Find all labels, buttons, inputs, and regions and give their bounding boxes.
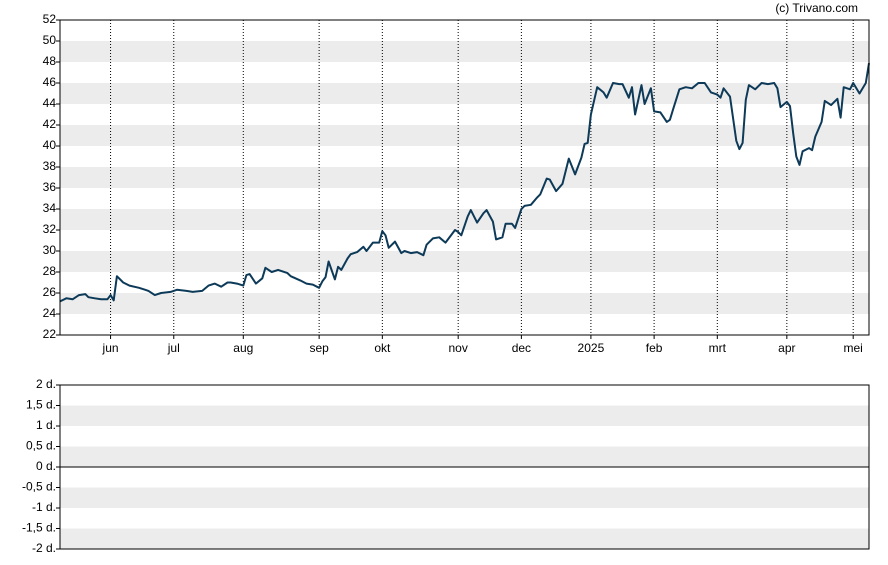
- x-tick-label: jun: [102, 341, 119, 355]
- x-tick-label: nov: [449, 341, 468, 355]
- y-tick-label: 36: [43, 180, 57, 194]
- grid-band: [60, 83, 869, 104]
- plot-border: [59, 384, 870, 550]
- x-tick-label: dec: [512, 341, 531, 355]
- y-tick-label: 1 d.: [36, 418, 56, 432]
- x-tick-label: 2025: [578, 341, 605, 355]
- grid-band: [60, 446, 869, 467]
- y-tick-label: 48: [43, 54, 57, 68]
- x-tick-label: jul: [167, 341, 180, 355]
- y-tick-label: 32: [43, 222, 57, 236]
- y-tick-label: 24: [43, 306, 57, 320]
- credit: (c) Trivano.com: [775, 1, 858, 15]
- grid-band: [60, 41, 869, 62]
- grid-band: [60, 167, 869, 188]
- x-tick-label: feb: [646, 341, 663, 355]
- y-tick-label: 26: [43, 285, 57, 299]
- grid-band: [60, 405, 869, 426]
- grid-band: [60, 251, 869, 272]
- y-tick-label: -0,5 d.: [22, 480, 56, 494]
- x-tick-label: aug: [233, 341, 253, 355]
- y-tick-label: 38: [43, 159, 57, 173]
- y-tick-label: 42: [43, 117, 57, 131]
- x-tick-label: sep: [309, 341, 329, 355]
- y-tick-label: 0,5 d.: [26, 439, 56, 453]
- y-tick-label: 34: [43, 201, 57, 215]
- grid-band: [60, 209, 869, 230]
- y-tick-label: 22: [43, 327, 57, 341]
- x-tick-label: mrt: [709, 341, 727, 355]
- y-tick-label: 30: [43, 243, 57, 257]
- y-tick-label: 2 d.: [36, 377, 56, 391]
- price-line: [59, 62, 870, 303]
- grid-band: [60, 125, 869, 146]
- y-tick-label: 44: [43, 96, 57, 110]
- grid-band: [60, 487, 869, 508]
- grid-band: [60, 293, 869, 314]
- y-tick-label: 40: [43, 138, 57, 152]
- y-tick-label: 52: [43, 12, 57, 26]
- y-tick-label: 0 d.: [36, 459, 56, 473]
- x-tick-label: apr: [778, 341, 795, 355]
- y-tick-label: -2 d.: [32, 541, 56, 555]
- grid-band: [60, 528, 869, 549]
- y-tick-label: -1,5 d.: [22, 521, 56, 535]
- x-tick-label: okt: [374, 341, 391, 355]
- y-tick-label: 28: [43, 264, 57, 278]
- plot-border: [59, 19, 870, 336]
- y-tick-label: 46: [43, 75, 57, 89]
- y-tick-label: -1 d.: [32, 500, 56, 514]
- y-tick-label: 50: [43, 33, 57, 47]
- x-tick-label: mei: [844, 341, 863, 355]
- y-tick-label: 1,5 d.: [26, 398, 56, 412]
